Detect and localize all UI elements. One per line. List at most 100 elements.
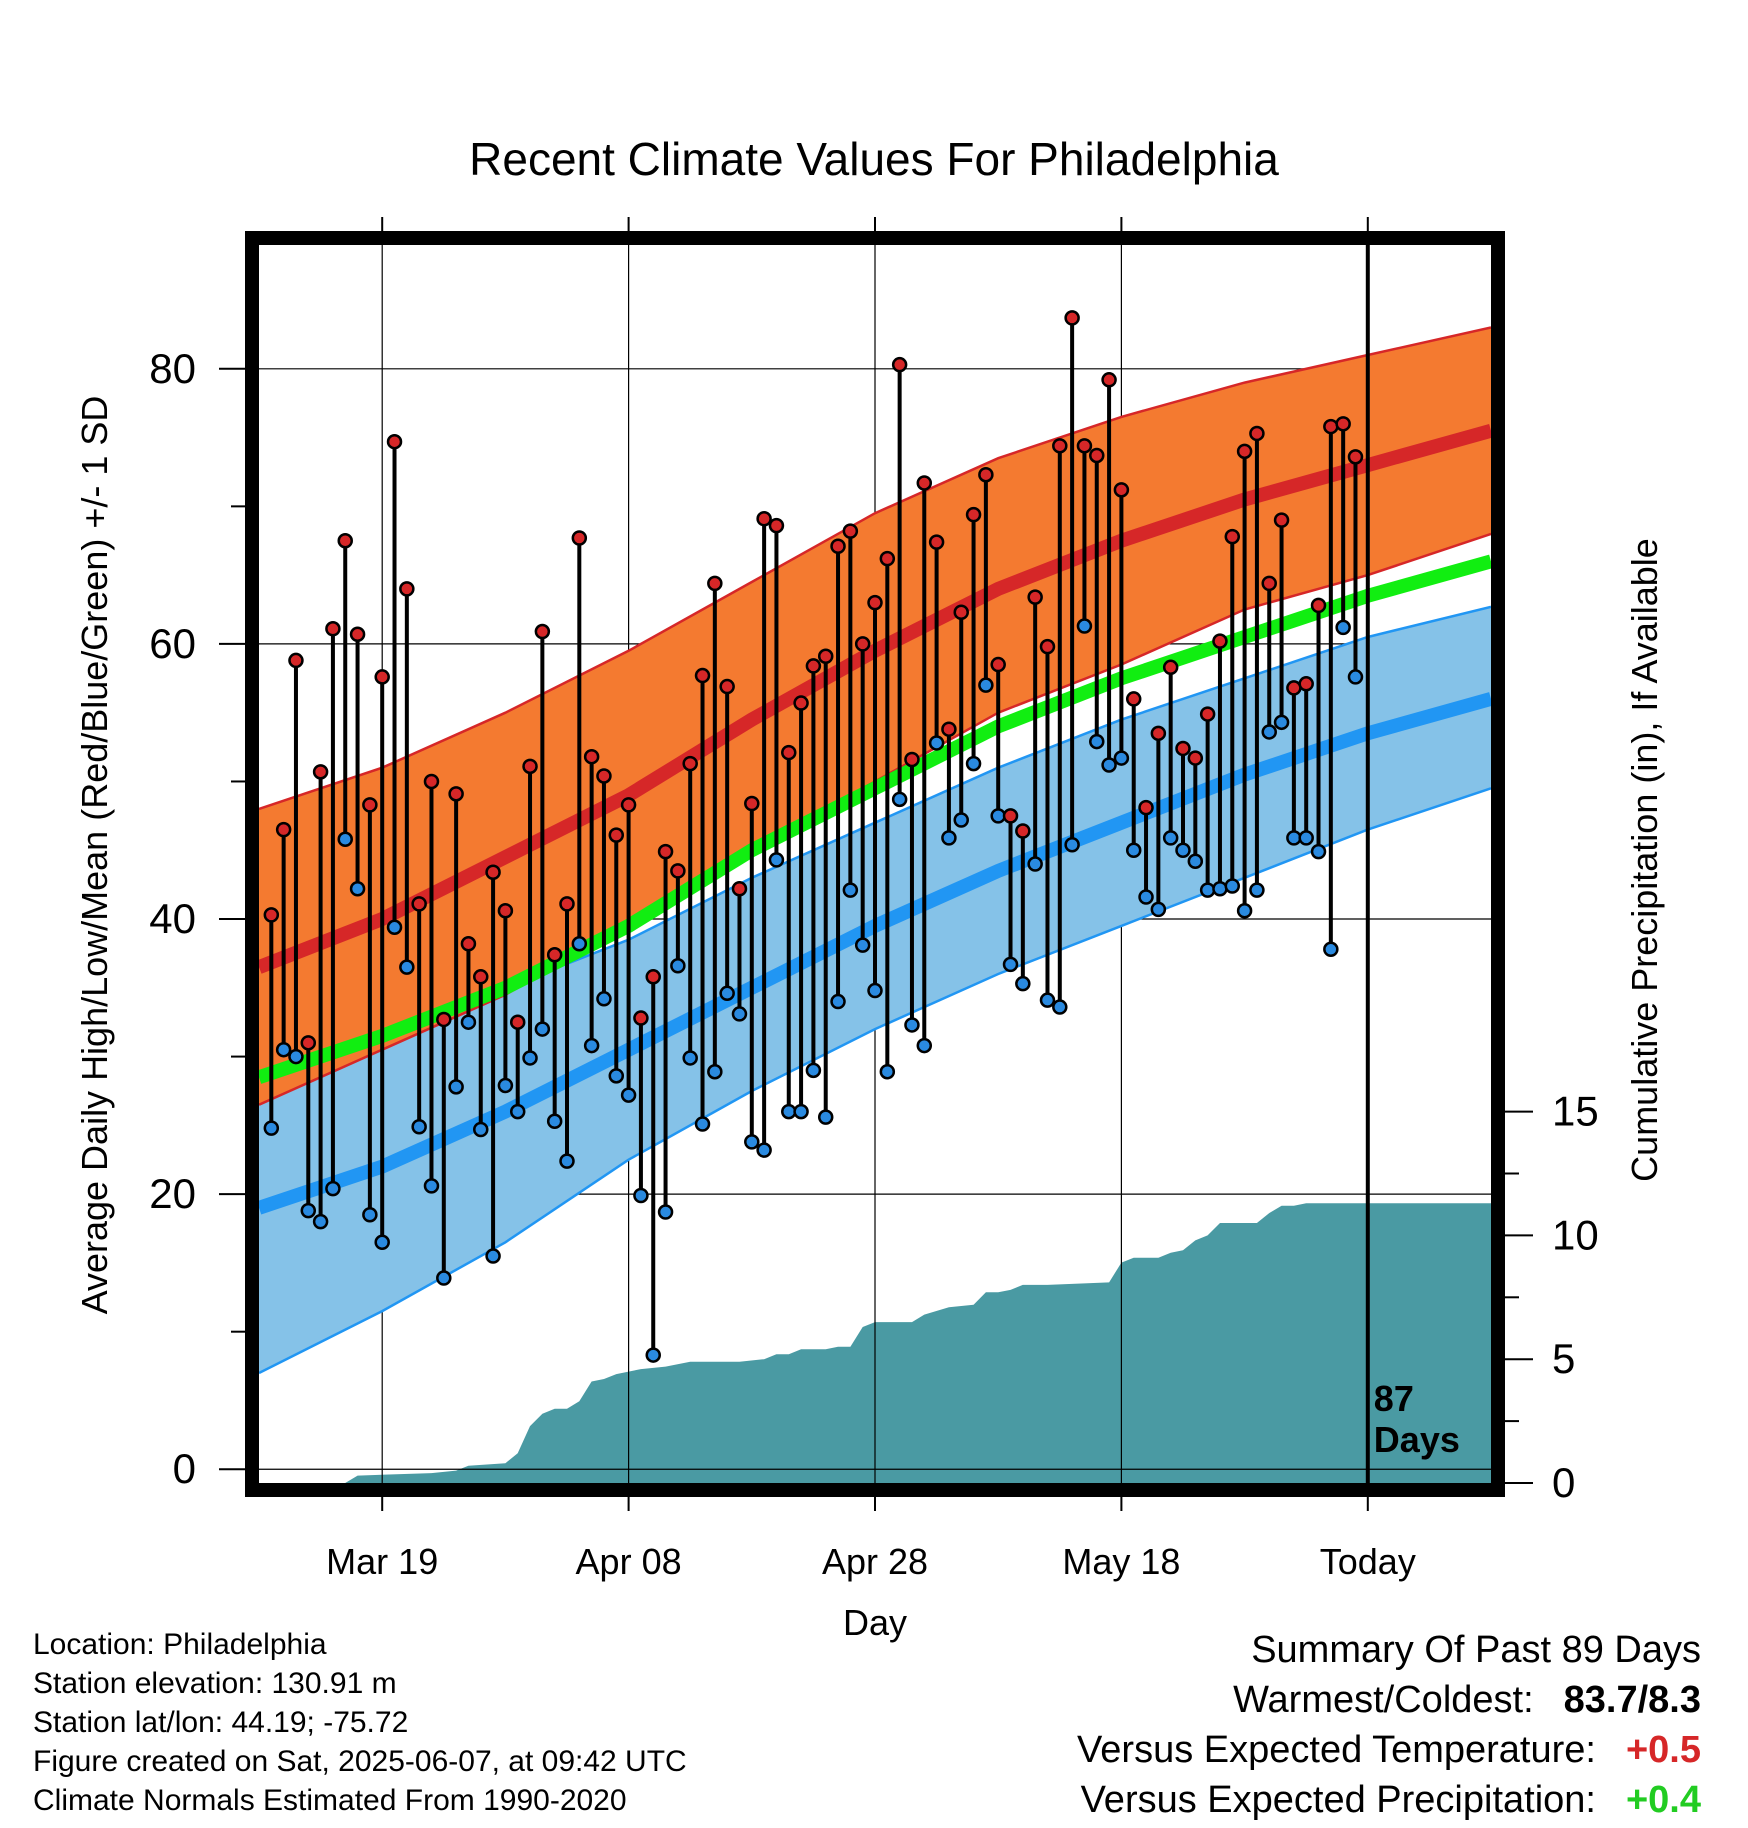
daily-high-point xyxy=(978,466,994,483)
daily-high-point xyxy=(1138,799,1154,816)
precip-label: Versus Expected Precipitation: xyxy=(1080,1779,1596,1821)
daily-low-point xyxy=(1273,714,1290,731)
daily-high-point xyxy=(916,475,933,491)
daily-high-point xyxy=(1101,372,1117,388)
daily-low-point xyxy=(657,1204,674,1220)
daily-low-point xyxy=(300,1202,317,1219)
daily-low-point xyxy=(707,1063,723,1080)
daily-low-point xyxy=(670,958,686,974)
daily-high-point xyxy=(312,764,329,780)
daily-high-point xyxy=(891,356,908,373)
daily-high-point xyxy=(497,903,514,919)
y-left-tick-label-4: 80 xyxy=(149,345,196,392)
daily-low-point xyxy=(1310,843,1327,860)
daily-high-point xyxy=(620,797,637,813)
daily-high-point xyxy=(1015,823,1031,839)
daily-low-point xyxy=(941,830,957,846)
daily-low-point xyxy=(633,1187,649,1204)
daily-high-point xyxy=(1175,740,1191,757)
daily-low-point xyxy=(830,993,846,1010)
x-tick-label-3: May 18 xyxy=(1062,1541,1180,1582)
daily-high-point xyxy=(1064,310,1080,326)
daily-low-point xyxy=(854,937,871,953)
elevation-text: Station elevation: 130.91 m xyxy=(33,1667,397,1700)
daily-low-point xyxy=(1175,842,1191,858)
daily-low-point xyxy=(497,1077,514,1094)
daily-low-point xyxy=(1236,903,1253,919)
daily-low-point xyxy=(509,1103,526,1120)
daily-high-point xyxy=(793,695,809,711)
daily-high-point xyxy=(399,581,415,597)
daily-low-point xyxy=(756,1142,772,1158)
x-tick-label-4: Today xyxy=(1320,1541,1416,1582)
precip-value: +0.4 xyxy=(1625,1779,1701,1821)
summary-precip: Versus Expected Precipitation: +0.4 xyxy=(1077,1775,1701,1825)
daily-low-point xyxy=(842,882,859,898)
daily-low-point xyxy=(1125,842,1142,858)
daily-high-point xyxy=(1323,418,1339,435)
daily-high-point xyxy=(263,907,280,923)
daily-high-point xyxy=(362,797,378,813)
daily-low-point xyxy=(1076,618,1093,634)
daily-high-point xyxy=(460,936,477,952)
daily-low-point xyxy=(1039,992,1056,1008)
daily-high-point xyxy=(337,532,353,549)
daily-high-point xyxy=(842,523,859,539)
daily-low-point xyxy=(522,1050,538,1066)
daily-high-point xyxy=(288,652,304,669)
daily-high-point xyxy=(854,636,871,652)
chart-title: Recent Climate Values For Philadelphia xyxy=(469,133,1279,185)
daily-low-point xyxy=(867,982,883,999)
daily-low-point xyxy=(1286,830,1302,846)
daily-low-point xyxy=(436,1270,452,1286)
daily-low-point xyxy=(374,1234,390,1251)
daily-high-point xyxy=(374,669,390,685)
daily-low-point xyxy=(596,991,612,1007)
daily-high-point xyxy=(1286,680,1302,696)
daily-low-point xyxy=(620,1087,637,1103)
daily-high-point xyxy=(694,667,711,684)
daily-low-point xyxy=(1150,901,1167,918)
daily-high-point xyxy=(436,1011,452,1028)
daily-low-point xyxy=(682,1050,698,1066)
daily-high-point xyxy=(904,751,920,768)
daily-high-point xyxy=(546,947,563,963)
y-left-tick-label-0: 0 xyxy=(173,1445,196,1492)
daily-high-point xyxy=(805,658,822,674)
daily-high-point xyxy=(1261,575,1277,592)
daily-low-point xyxy=(891,791,908,808)
daily-high-point xyxy=(633,1010,649,1026)
daily-low-point xyxy=(904,1017,920,1033)
daily-high-point xyxy=(1125,691,1142,707)
daily-high-point xyxy=(768,517,785,534)
daily-high-point xyxy=(1347,449,1364,465)
daily-high-point xyxy=(657,843,674,860)
daily-high-point xyxy=(1310,597,1327,614)
daily-high-point xyxy=(879,550,896,567)
daily-low-point xyxy=(399,959,415,975)
daily-low-point xyxy=(965,755,982,772)
warm-cold-value: 83.7/8.3 xyxy=(1563,1679,1701,1721)
daily-high-point xyxy=(719,678,735,695)
daily-high-point xyxy=(1052,438,1068,454)
daily-low-point xyxy=(1335,619,1351,636)
y-axis-label-left: Average Daily High/Low/Mean (Red/Blue/Gr… xyxy=(74,395,115,1315)
daily-high-point xyxy=(965,506,982,523)
daily-low-point xyxy=(781,1103,797,1120)
daily-high-point xyxy=(1249,425,1265,442)
daily-high-point xyxy=(300,1035,317,1051)
daily-high-point xyxy=(707,575,723,592)
daily-low-point xyxy=(485,1248,501,1264)
daily-high-point xyxy=(731,881,748,897)
daily-high-point xyxy=(509,1014,526,1030)
daily-low-point xyxy=(694,1116,711,1132)
temp-value: +0.5 xyxy=(1625,1729,1701,1771)
daily-low-point xyxy=(1113,750,1130,766)
warm-cold-label: Warmest/Coldest: xyxy=(1233,1679,1534,1721)
daily-high-point xyxy=(744,795,760,812)
daily-high-point xyxy=(941,721,957,737)
daily-low-point xyxy=(386,919,403,936)
daily-high-point xyxy=(1162,659,1179,676)
y-right-tick-label-0: 0 xyxy=(1552,1459,1575,1506)
daily-low-point xyxy=(473,1121,489,1138)
